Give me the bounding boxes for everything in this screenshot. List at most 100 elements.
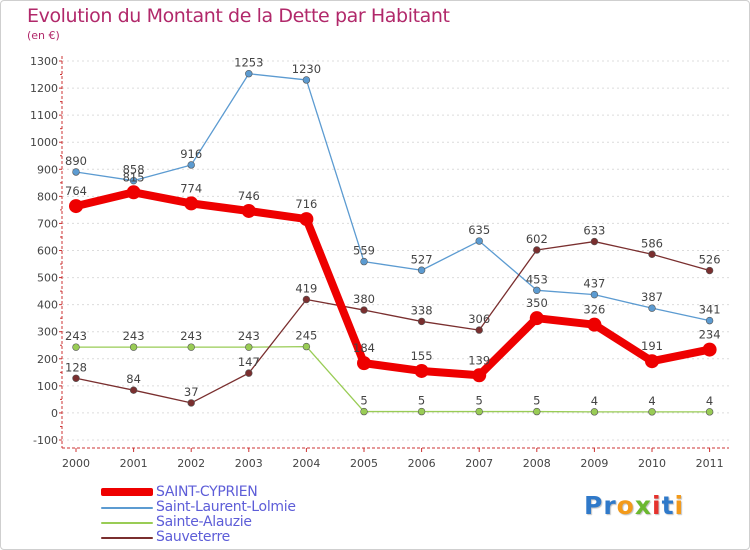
data-label: 527 (411, 252, 433, 266)
legend-label-saint-laurent-lolmie: Saint-Laurent-Lolmie (156, 499, 296, 515)
data-point (648, 304, 656, 312)
series-sainte-alauzie (72, 342, 714, 416)
data-point (529, 311, 544, 326)
data-label: 4 (591, 394, 598, 408)
data-point (69, 199, 83, 214)
data-label: 586 (641, 236, 663, 250)
y-tick-label: -100 (33, 434, 58, 447)
data-point (72, 374, 80, 382)
y-tick-label: 1300 (30, 55, 58, 68)
data-point (417, 407, 426, 416)
data-point (129, 176, 138, 185)
data-point (587, 317, 602, 332)
data-label: 139 (468, 353, 490, 367)
data-point (590, 408, 599, 416)
x-tick-label: 2006 (408, 457, 436, 470)
data-label: 5 (476, 394, 483, 408)
data-label: 245 (295, 329, 317, 343)
x-tick-label: 2002 (177, 457, 205, 470)
x-tick-label: 2005 (350, 457, 378, 470)
data-label: 243 (123, 329, 145, 343)
data-label: 4 (706, 394, 713, 408)
data-label: 184 (353, 341, 375, 355)
data-point (360, 407, 368, 416)
y-tick-label: 1100 (30, 109, 58, 122)
proxiti-logo: Proxiti (584, 491, 684, 520)
legend-label-sauveterre: Sauveterre (156, 529, 230, 545)
logo-letter: i (674, 491, 685, 520)
series-sauveterre (72, 237, 714, 407)
y-tick-label: 1200 (30, 82, 58, 95)
x-tick-label: 2008 (523, 457, 551, 470)
legend-swatch-saint-cyprien (101, 488, 153, 496)
y-tick-label: 0 (51, 407, 58, 420)
data-point (357, 356, 371, 371)
data-label: 5 (360, 394, 367, 408)
data-label: 234 (699, 328, 721, 342)
legend-swatch-saint-laurent-lolmie (101, 507, 153, 509)
y-tick-label: 400 (37, 299, 58, 312)
y-tick-label: 200 (37, 353, 58, 366)
data-point (245, 343, 253, 351)
data-label: 350 (526, 296, 548, 310)
y-tick-label: 500 (37, 272, 58, 285)
data-point (72, 168, 80, 176)
data-point (590, 237, 599, 246)
series-line-saint-cyprien (75, 188, 711, 380)
data-point (417, 317, 426, 326)
data-label: 155 (411, 349, 433, 363)
y-tick-label: 600 (37, 245, 58, 258)
logo-letter: P (584, 491, 604, 520)
y-tick-label: 1000 (30, 136, 58, 149)
data-label: 4 (648, 394, 655, 408)
data-point (533, 407, 541, 416)
data-label: 338 (411, 303, 433, 317)
data-label: 746 (238, 189, 260, 203)
data-point (705, 408, 714, 416)
chart-subtitle: (en €) (27, 29, 60, 42)
data-point (299, 212, 314, 227)
data-label: 764 (65, 184, 87, 198)
series-layer (69, 70, 717, 416)
y-tick-label: 100 (37, 380, 58, 393)
data-point (702, 342, 717, 357)
data-label: 635 (468, 223, 490, 237)
data-label: 602 (526, 232, 548, 246)
logo-letter: x (634, 491, 652, 520)
data-point (302, 76, 311, 84)
y-tick-label: 700 (37, 217, 58, 230)
data-label: 5 (533, 394, 540, 408)
data-label: 559 (353, 244, 375, 258)
data-label: 858 (123, 163, 145, 177)
data-label: 774 (180, 181, 202, 195)
data-point (360, 306, 368, 314)
data-point (187, 399, 195, 407)
x-tick-label: 2010 (638, 457, 666, 470)
data-label: 815 (123, 170, 145, 184)
data-label: 633 (583, 224, 605, 238)
y-tick-label: 300 (37, 326, 58, 339)
x-tick-label: 2003 (235, 457, 263, 470)
data-point (245, 369, 253, 377)
axes: -100 0 100 200 300 400 500 600 700 800 900 1000 1100… (30, 55, 729, 470)
logo-letter: o (616, 491, 635, 520)
logo-letter: i (652, 491, 662, 520)
data-label: 419 (295, 281, 317, 295)
data-point (475, 237, 483, 245)
series-saint-laurent-lolmie (72, 70, 714, 325)
data-label: 243 (65, 329, 87, 343)
data-point (648, 408, 656, 416)
data-point (705, 266, 714, 275)
data-label: 341 (699, 303, 721, 317)
data-label: 306 (468, 312, 490, 326)
data-label: 1230 (292, 62, 321, 76)
x-tick-label: 2004 (292, 457, 320, 470)
data-point (360, 257, 368, 266)
data-label: 5 (418, 394, 425, 408)
data-label: 1253 (234, 56, 263, 70)
data-label: 916 (180, 147, 202, 161)
data-point (241, 203, 256, 218)
data-point (187, 343, 195, 351)
data-point (184, 196, 199, 211)
